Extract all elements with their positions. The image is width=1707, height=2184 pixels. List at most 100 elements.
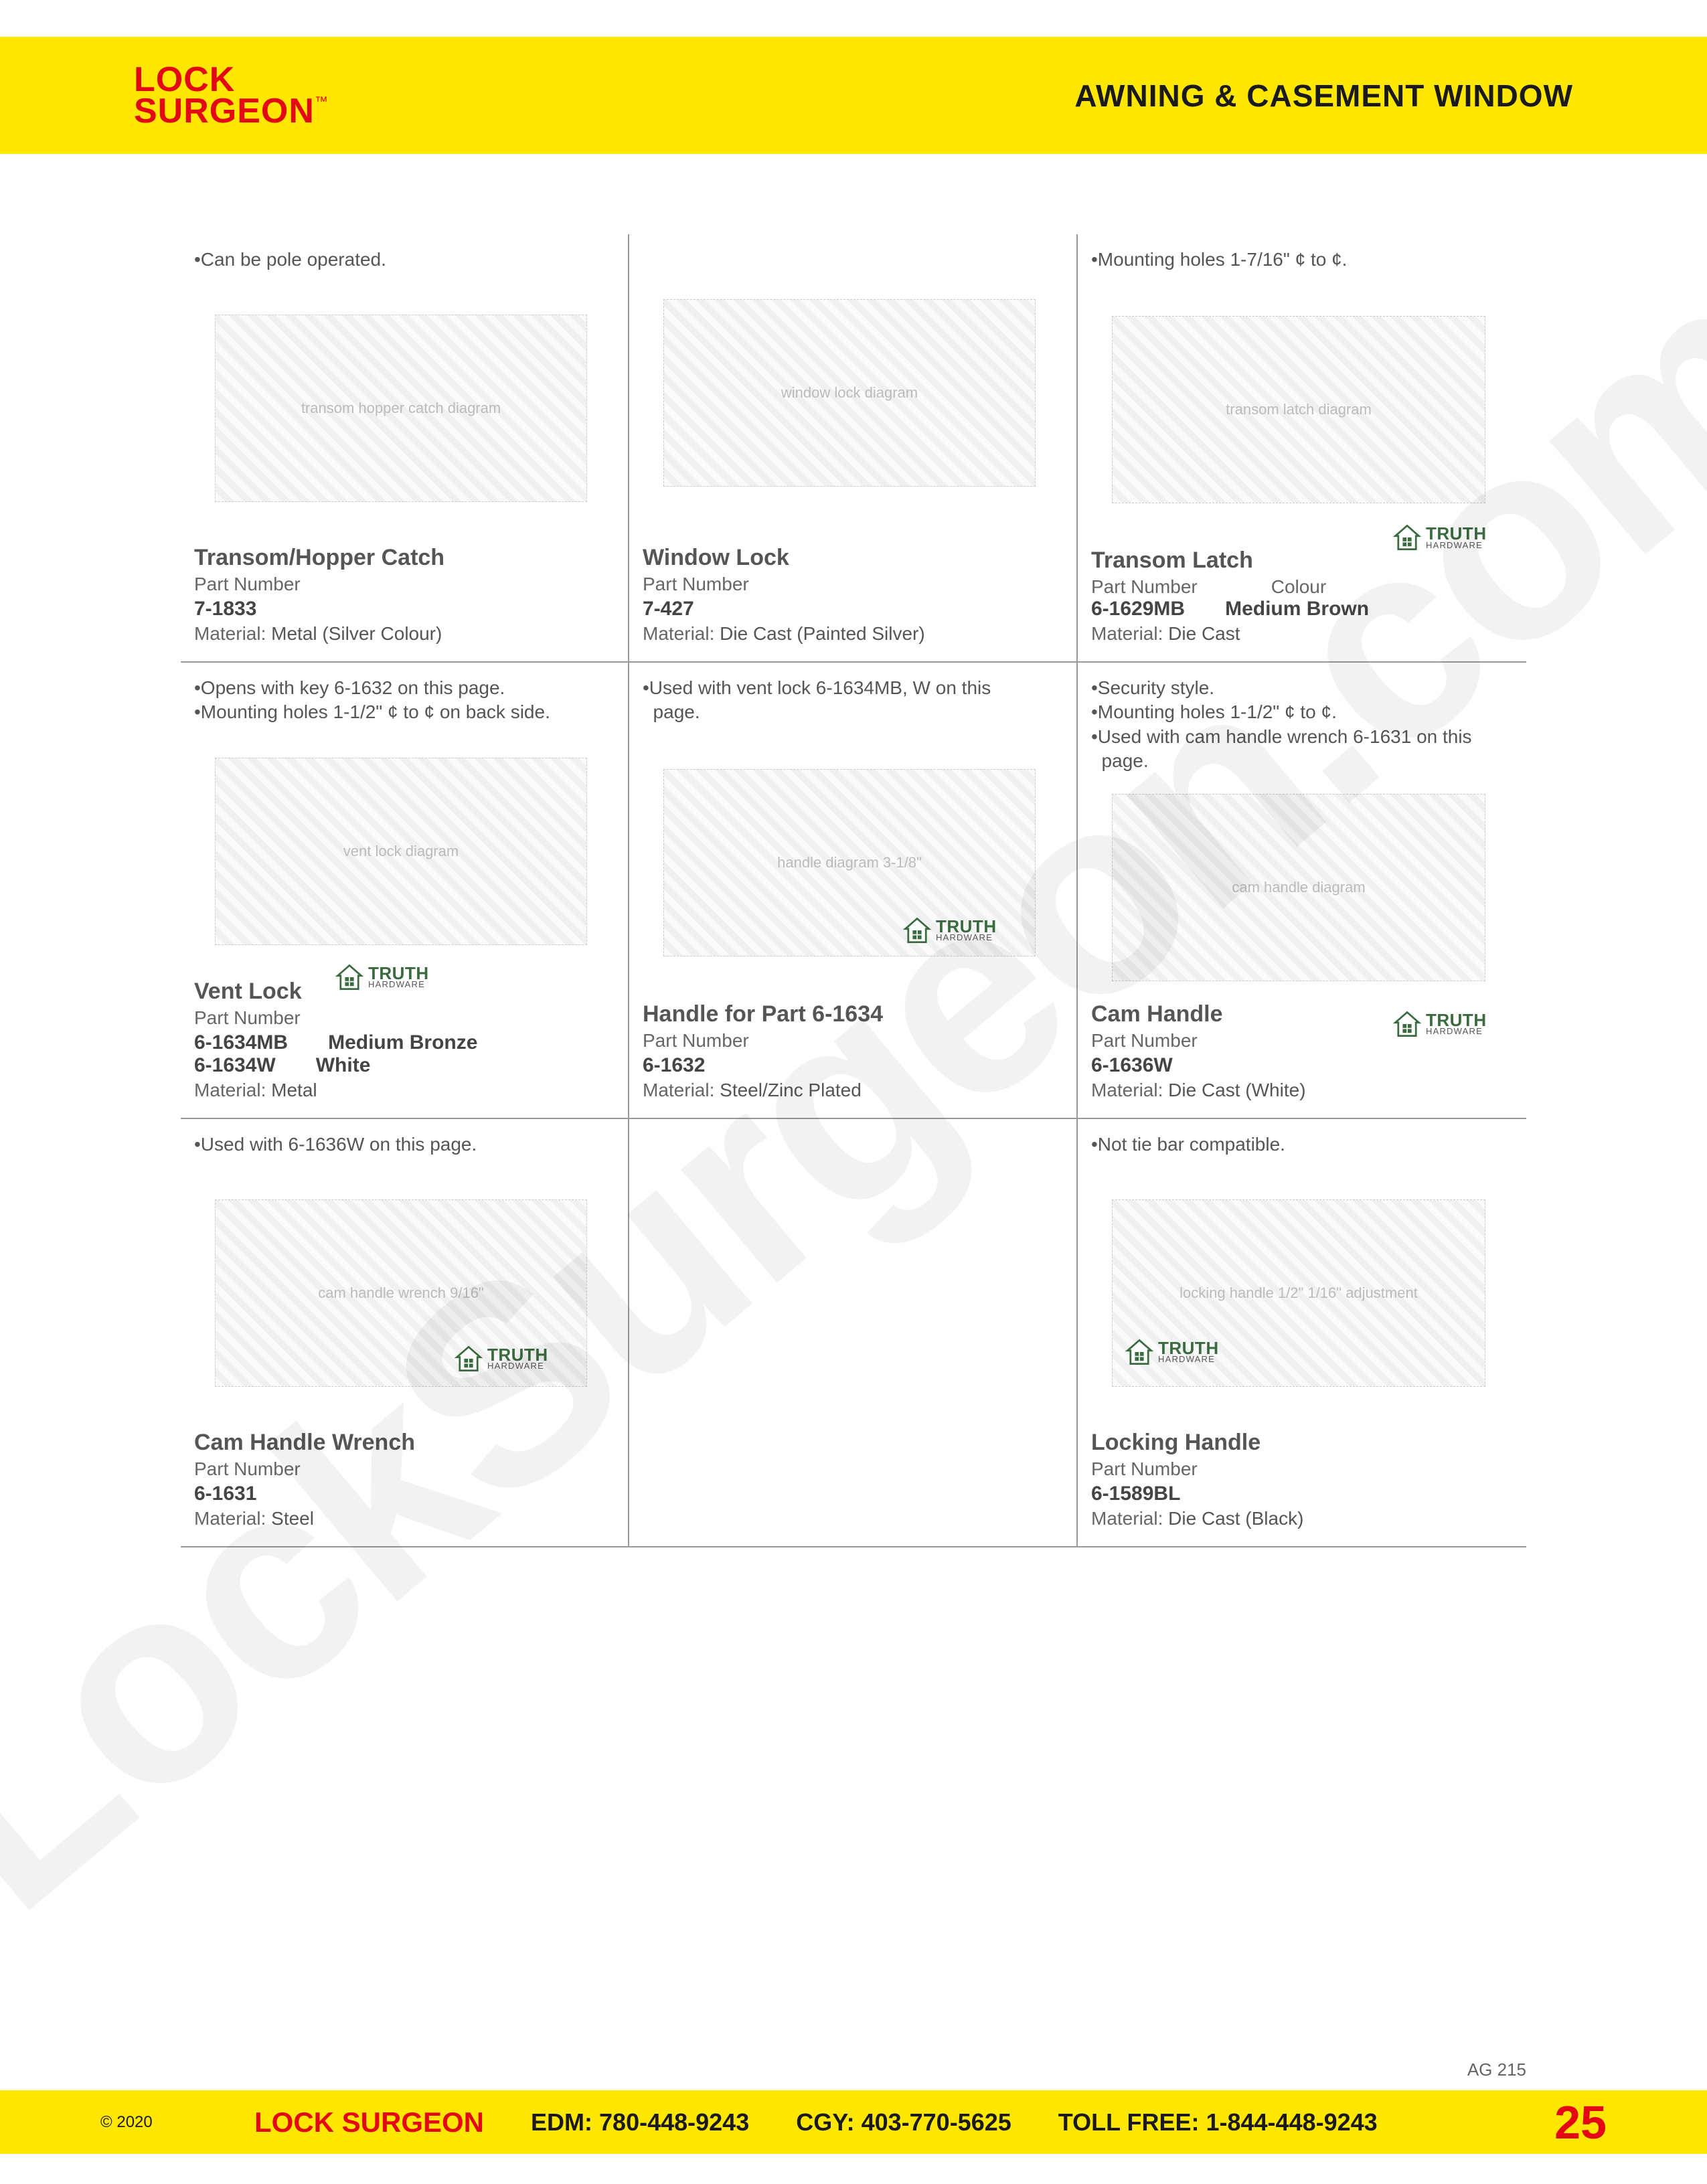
part-number: 6-1636W [1091,1054,1506,1077]
material-value: Die Cast (White) [1168,1080,1305,1100]
product-cell: •Security style.•Mounting holes 1-1/2" ¢… [1078,663,1526,1119]
product-diagram: transom hopper catch diagram [215,315,587,502]
brand-line2: SURGEON [134,92,315,131]
ag-code: AG 215 [1467,2060,1526,2080]
truth-hardware-logo: TRUTH HARDWARE [1125,1332,1245,1372]
product-notes: •Mounting holes 1-7/16" ¢ to ¢. [1091,248,1506,272]
toll-phone: 1-844-448-9243 [1206,2108,1377,2136]
product-notes: •Not tie bar compatible. [1091,1132,1506,1157]
product-cell: window lock diagram Window Lock Part Num… [629,234,1078,663]
truth-sub-text: HARDWARE [1426,1027,1487,1035]
product-title: Transom/Hopper Catch [194,545,608,571]
brand-logo: LOCK SURGEON™ [134,64,328,127]
product-title: Window Lock [643,545,1056,571]
edm-label: EDM: [531,2108,592,2136]
product-grid: •Can be pole operated. transom hopper ca… [181,234,1526,1547]
truth-main-text: TRUTH [1158,1341,1219,1355]
product-grid-container: •Can be pole operated. transom hopper ca… [181,234,1526,1547]
material-line: Material: Die Cast [1091,623,1506,645]
part-number-label: Part Number [643,1030,1056,1052]
product-title: Cam Handle Wrench [194,1430,608,1456]
product-cell [629,1119,1078,1547]
truth-hardware-logo: TRUTH HARDWARE [1392,1004,1513,1044]
page-number: 25 [1554,2096,1607,2149]
truth-hardware-logo: TRUTH HARDWARE [454,1339,574,1379]
product-image-area: cam handle diagram [1091,780,1506,995]
truth-main-text: TRUTH [1426,1013,1487,1027]
truth-hardware-logo: TRUTH HARDWARE [335,957,455,997]
product-notes: •Used with vent lock 6-1634MB, W on this… [643,676,1056,725]
truth-hardware-logo: TRUTH HARDWARE [1392,517,1513,558]
product-diagram: cam handle diagram [1112,794,1485,981]
part-number-label: Part Number [1091,1458,1506,1480]
house-icon [902,916,932,945]
product-image-area: transom latch diagram [1091,278,1506,541]
truth-sub-text: HARDWARE [487,1362,548,1369]
product-notes: •Opens with key 6-1632 on this page.•Mou… [194,676,608,725]
product-cell: •Used with vent lock 6-1634MB, W on this… [629,663,1078,1119]
colour-label: Colour [1271,576,1326,598]
footer-brand: LOCK SURGEON [254,2106,484,2138]
material-value: Steel [271,1508,314,1529]
product-image-area: vent lock diagram [194,732,608,972]
material-value: Die Cast (Painted Silver) [720,623,925,644]
truth-main-text: TRUTH [368,966,429,981]
product-title: Locking Handle [1091,1430,1506,1456]
part-number-label: Part Number [194,574,608,595]
material-line: Material: Die Cast (White) [1091,1080,1506,1101]
house-icon [335,962,364,992]
material-value: Metal (Silver Colour) [271,623,442,644]
edm-phone: 780-448-9243 [599,2108,749,2136]
part-number-label: Part Number [1091,576,1198,598]
product-notes: •Can be pole operated. [194,248,608,272]
product-diagram: window lock diagram [663,299,1036,487]
footer-toll: TOLL FREE: 1-844-448-9243 [1058,2108,1378,2136]
material-line: Material: Metal (Silver Colour) [194,623,608,645]
brand-tm: ™ [315,94,328,109]
product-cell: •Used with 6-1636W on this page. cam han… [181,1119,629,1547]
material-line: Material: Die Cast (Black) [1091,1508,1506,1529]
product-notes: •Used with 6-1636W on this page. [194,1132,608,1157]
house-icon [1392,1009,1422,1039]
part-number: 7-427 [643,598,1056,620]
truth-main-text: TRUTH [487,1347,548,1362]
house-icon [1392,523,1422,552]
truth-hardware-logo: TRUTH HARDWARE [902,910,1023,950]
material-value: Metal [271,1080,317,1100]
product-image-area: handle diagram 3-1/8" [643,732,1056,995]
footer-edm: EDM: 780-448-9243 [531,2108,749,2136]
product-cell: •Can be pole operated. transom hopper ca… [181,234,629,663]
truth-main-text: TRUTH [1426,526,1487,541]
product-image-area: window lock diagram [643,248,1056,538]
product-image-area: cam handle wrench 9/16" [194,1163,608,1423]
truth-sub-text: HARDWARE [1158,1355,1219,1363]
part-number: 7-1833 [194,598,608,620]
material-value: Die Cast [1168,623,1240,644]
colour-value: White [316,1054,371,1077]
product-title: Handle for Part 6-1634 [643,1001,1056,1027]
part-number: 6-1631 [194,1483,608,1505]
copyright: © 2020 [100,2113,153,2132]
cgy-label: CGY: [796,2108,854,2136]
part-number-label: Part Number [194,1458,608,1480]
footer-cgy: CGY: 403-770-5625 [796,2108,1011,2136]
toll-label: TOLL FREE: [1058,2108,1200,2136]
colour-value: Medium Brown [1225,598,1369,620]
part-number: 6-1634MB [194,1031,288,1054]
header-bar: LOCK SURGEON™ AWNING & CASEMENT WINDOW [0,37,1707,154]
catalog-page: LockSurgeon.com LOCK SURGEON™ AWNING & C… [0,0,1707,2184]
part-number: 6-1634W [194,1054,276,1077]
house-icon [1125,1337,1154,1367]
product-notes: •Security style.•Mounting holes 1-1/2" ¢… [1091,676,1506,774]
product-image-area: locking handle 1/2" 1/16" adjustment [1091,1163,1506,1423]
footer-bar: © 2020 LOCK SURGEON EDM: 780-448-9243 CG… [0,2090,1707,2154]
material-value: Die Cast (Black) [1168,1508,1303,1529]
truth-sub-text: HARDWARE [936,934,997,941]
truth-main-text: TRUTH [936,919,997,934]
part-number: 6-1632 [643,1054,1056,1077]
product-cell: •Opens with key 6-1632 on this page.•Mou… [181,663,629,1119]
product-diagram: transom latch diagram [1112,316,1485,503]
material-value: Steel/Zinc Plated [720,1080,862,1100]
cgy-phone: 403-770-5625 [862,2108,1011,2136]
part-number-label: Part Number [194,1007,608,1029]
